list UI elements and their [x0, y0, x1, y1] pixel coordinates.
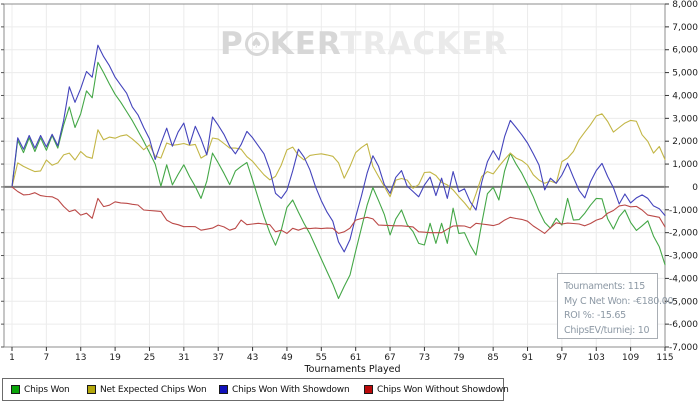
stat-tournaments: Tournaments: 115 — [564, 281, 645, 292]
x-tick-label: 85 — [487, 353, 498, 363]
x-tick-label: 25 — [144, 353, 155, 363]
stat-net-won: My C Net Won: -€180.00 — [564, 295, 674, 307]
x-tick-label: 103 — [588, 353, 605, 363]
y-tick-label: -7,000 — [669, 343, 698, 353]
legend-swatch-net-expected-chips-won — [87, 385, 96, 394]
legend-item-chips-won: Chips Won — [11, 385, 70, 395]
summary-stats-box: Tournaments: 115 My C Net Won: -€180.00 … — [557, 273, 674, 339]
y-tick-label: 2,000 — [672, 137, 698, 147]
line-chips-won-without-showdown — [11, 186, 666, 234]
x-tick-label: 13 — [75, 353, 86, 363]
line-chips-won-with-showdown — [11, 44, 666, 253]
y-tick-label: 0 — [692, 183, 698, 193]
y-tick-label: 7,000 — [672, 23, 698, 33]
x-tick-label: 31 — [178, 353, 189, 363]
x-tick-label: 1 — [9, 353, 15, 363]
y-tick-label: 4,000 — [672, 91, 698, 101]
x-tick-label: 115 — [656, 353, 673, 363]
legend-swatch-chips-won-without-showdown — [364, 385, 373, 394]
watermark-text-ker: KER — [269, 26, 341, 62]
results-graph: -7,000 -6,000 -5,000 -4,000 -3,000 -2,000 -1,0… — [1, 0, 698, 375]
x-tick-label: 55 — [316, 353, 327, 363]
y-tick-label: -4,000 — [669, 274, 698, 284]
x-tick-label: 79 — [453, 353, 465, 363]
legend-label-chips-won: Chips Won — [24, 384, 70, 395]
x-tick-label: 61 — [350, 353, 361, 363]
stat-chips-ev: ChipsEV/turniej: 10 — [564, 324, 650, 336]
y-tick-label: -2,000 — [669, 229, 698, 239]
legend-swatch-chips-won — [11, 385, 20, 394]
y-tick-label: 8,000 — [672, 0, 698, 10]
y-tick-label: -3,000 — [669, 252, 698, 262]
y-tick-label: -1,000 — [669, 206, 698, 216]
y-tick-label: 1,000 — [672, 160, 698, 170]
legend-item-net-expected-chips-won: Net Expected Chips Won — [87, 384, 207, 395]
y-tick-label: 5,000 — [672, 69, 698, 79]
legend-label-chips-won-without-showdown: Chips Won Without Showdown — [377, 384, 509, 395]
x-tick-label: 91 — [522, 353, 533, 363]
x-tick-label: 37 — [212, 353, 223, 363]
x-axis-title: Tournaments Played — [303, 364, 400, 375]
y-tick-label: -6,000 — [669, 320, 698, 330]
watermark-text-tracker: TRACKER — [340, 26, 509, 62]
x-tick-label: 19 — [109, 353, 121, 363]
y-tick-label: 3,000 — [672, 114, 698, 124]
x-tick-label: 73 — [419, 353, 430, 363]
legend-swatch-chips-won-with-showdown — [219, 385, 228, 394]
pokertracker-watermark: P KERTRACKER — [220, 27, 508, 61]
stat-roi: ROI %: -15.65 — [564, 310, 626, 321]
legend-label-net-expected-chips-won: Net Expected Chips Won — [100, 384, 207, 395]
y-tick-label: -5,000 — [669, 297, 698, 307]
y-tick-label: 6,000 — [672, 46, 698, 56]
legend-item-chips-won-without-showdown: Chips Won Without Showdown — [364, 385, 509, 395]
legend-item-chips-won-with-showdown: Chips Won With Showdown — [219, 384, 350, 395]
plot-border — [3, 3, 666, 348]
line-chips-won — [11, 61, 666, 300]
x-tick-label: 49 — [281, 353, 293, 363]
x-tick-label: 67 — [384, 353, 395, 363]
x-tick-label: 43 — [247, 353, 258, 363]
x-tick-label: 97 — [556, 353, 567, 363]
poker-chip-icon — [244, 32, 269, 56]
x-tick-label: 7 — [44, 353, 50, 363]
x-tick-label: 109 — [622, 353, 639, 363]
legend-label-chips-won-with-showdown: Chips Won With Showdown — [232, 384, 350, 395]
chart-legend: Chips Won Net Expected Chips Won Chips Won… — [2, 378, 509, 401]
watermark-text-p: P — [220, 26, 244, 62]
